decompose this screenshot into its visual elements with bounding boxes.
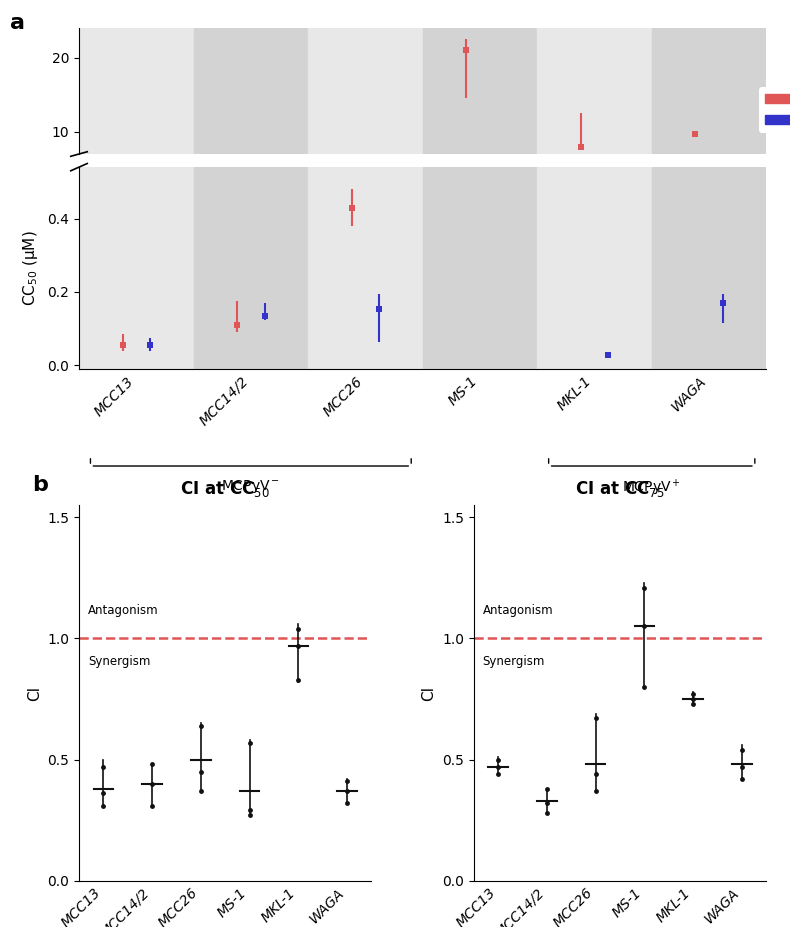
- Bar: [423, 167, 537, 369]
- Y-axis label: CI: CI: [422, 685, 437, 701]
- Bar: [537, 28, 652, 154]
- Text: b: b: [32, 476, 48, 495]
- Text: Synergism: Synergism: [88, 655, 150, 668]
- Bar: [194, 28, 308, 154]
- Legend: Trametinib, MLN0128: Trametinib, MLN0128: [759, 87, 790, 133]
- Text: Antagonism: Antagonism: [483, 603, 553, 616]
- Bar: [423, 28, 537, 154]
- Bar: [79, 167, 194, 369]
- Bar: [652, 28, 766, 154]
- Title: CI at CC$_{50}$: CI at CC$_{50}$: [180, 479, 270, 499]
- Bar: [308, 28, 423, 154]
- Text: MCPyV$^+$: MCPyV$^+$: [623, 478, 681, 499]
- Text: a: a: [10, 13, 25, 32]
- Bar: [79, 28, 194, 154]
- Text: Antagonism: Antagonism: [88, 603, 159, 616]
- Title: CI at CC$_{75}$: CI at CC$_{75}$: [575, 479, 665, 499]
- Y-axis label: CI: CI: [27, 685, 42, 701]
- Bar: [537, 167, 652, 369]
- Text: MCPyV$^-$: MCPyV$^-$: [221, 478, 280, 495]
- Text: Synergism: Synergism: [483, 655, 545, 668]
- Bar: [652, 167, 766, 369]
- Bar: [308, 167, 423, 369]
- Bar: [194, 167, 308, 369]
- Y-axis label: CC$_{50}$ (μM): CC$_{50}$ (μM): [21, 230, 40, 306]
